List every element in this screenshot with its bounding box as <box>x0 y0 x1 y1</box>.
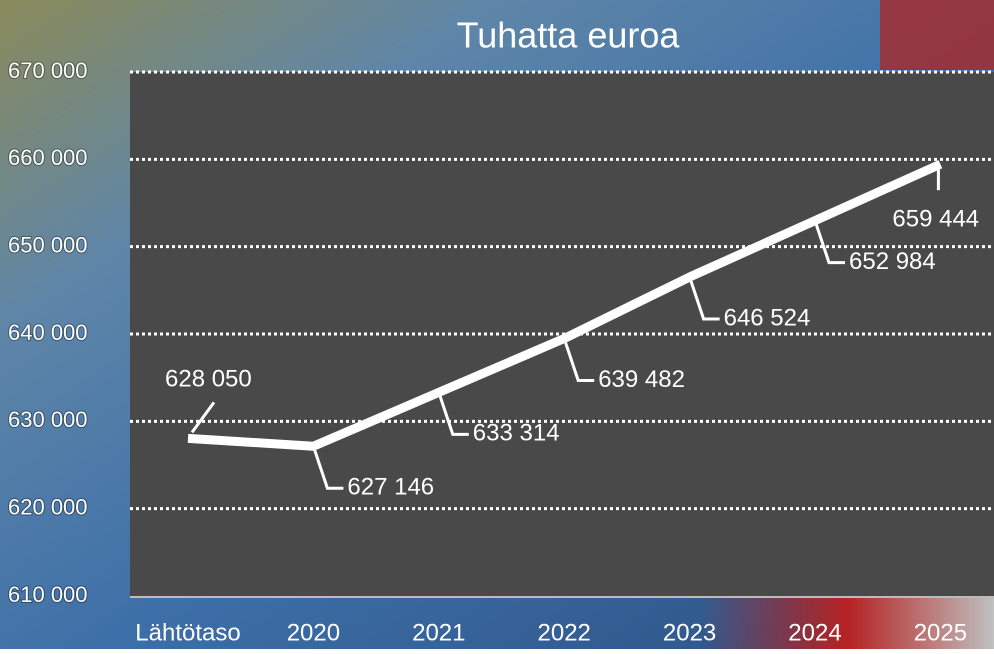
x-tick-label: 2020 <box>287 619 340 646</box>
y-tick-label: 660 000 <box>8 145 88 170</box>
x-tick-label: 2024 <box>788 619 841 646</box>
chart: Tuhatta euroa 610 000 620 000 630 000 640 0… <box>0 0 994 649</box>
background-accent <box>880 0 994 70</box>
y-tick-label: 640 000 <box>8 320 88 345</box>
x-tick-label: 2021 <box>412 619 465 646</box>
data-label: 652 984 <box>849 248 936 275</box>
data-label: 627 146 <box>347 474 434 501</box>
chart-title: Tuhatta euroa <box>457 15 681 56</box>
y-tick-label: 610 000 <box>8 582 88 607</box>
data-label: 659 444 <box>892 206 979 233</box>
data-label: 639 482 <box>598 366 685 393</box>
y-tick-label: 650 000 <box>8 232 88 257</box>
x-tick-label: 2025 <box>914 619 967 646</box>
y-tick-label: 620 000 <box>8 494 88 519</box>
data-label: 628 050 <box>165 366 252 393</box>
data-label: 633 314 <box>473 420 560 447</box>
x-tick-label: 2022 <box>538 619 591 646</box>
x-tick-label: Lähtötaso <box>135 619 240 646</box>
x-tick-label: 2023 <box>663 619 716 646</box>
y-tick-label: 670 000 <box>8 58 88 83</box>
data-label: 646 524 <box>724 304 811 331</box>
y-tick-label: 630 000 <box>8 407 88 432</box>
